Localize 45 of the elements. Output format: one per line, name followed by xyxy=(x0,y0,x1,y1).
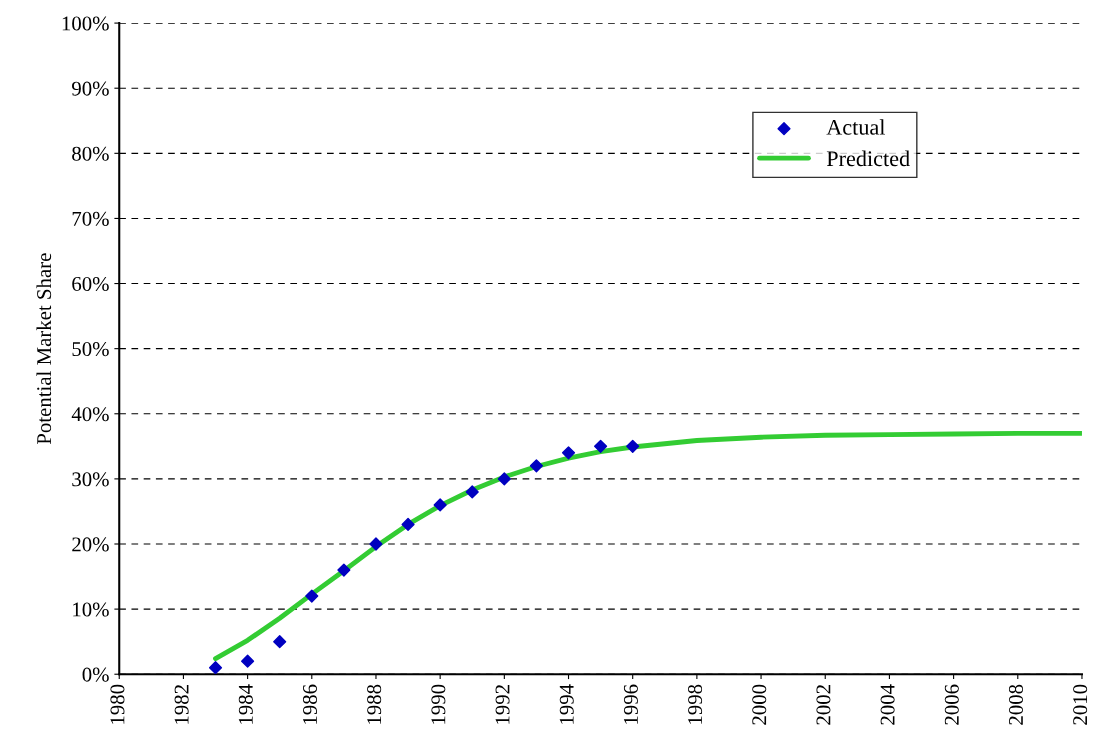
x-tick-label: 1992 xyxy=(495,685,510,724)
point xyxy=(497,472,511,486)
x-tick-label: 1996 xyxy=(623,684,638,724)
x-tick-label: 1986 xyxy=(302,684,317,724)
x-tick-label: 2004 xyxy=(880,684,895,725)
y-tick-label: 20% xyxy=(72,537,109,552)
y-tick-label: 90% xyxy=(72,81,109,96)
point xyxy=(594,439,608,453)
point xyxy=(401,517,415,532)
point xyxy=(529,459,544,473)
y-tick-label: 0% xyxy=(82,667,109,682)
y-tick-label: 60% xyxy=(72,276,109,292)
x-tick-label: 1998 xyxy=(688,684,703,724)
point xyxy=(465,485,479,499)
point xyxy=(433,498,447,512)
line-series xyxy=(213,430,1082,662)
point xyxy=(626,439,640,453)
x-tick-label: 1982 xyxy=(174,685,189,724)
y-tick-label: 40% xyxy=(71,407,109,422)
y-tick-label: 30% xyxy=(72,472,109,487)
point xyxy=(273,635,287,649)
y-tick-label: 80% xyxy=(72,146,109,161)
point xyxy=(305,589,319,603)
y-tick-label: 10% xyxy=(73,602,109,617)
x-tick-label: 2002 xyxy=(816,685,831,725)
point xyxy=(561,446,576,460)
point xyxy=(208,661,223,675)
x-tick-label: 2006 xyxy=(944,684,959,725)
x-tick-label: 1980 xyxy=(110,684,125,724)
point xyxy=(337,563,351,577)
x-tick-label: 1984 xyxy=(238,684,253,724)
point xyxy=(369,537,383,551)
y-axis-title: Potential Market Share xyxy=(36,253,52,445)
legend-label: Actual xyxy=(826,119,886,135)
point xyxy=(241,654,255,668)
x-tick-label: 1990 xyxy=(431,684,446,724)
y-tick-label: 100% xyxy=(62,16,109,31)
legend-label: Predicted xyxy=(826,150,910,167)
x-tick-label: 2000 xyxy=(752,684,767,725)
x-tick-label: 2010 xyxy=(1073,684,1088,725)
x-tick-label: 1988 xyxy=(367,684,382,724)
x-tick-label: 2008 xyxy=(1008,684,1023,725)
y-tick-label: 70% xyxy=(72,211,109,226)
x-tick-label: 1994 xyxy=(559,684,574,724)
y-tick-label: 50% xyxy=(72,342,109,357)
